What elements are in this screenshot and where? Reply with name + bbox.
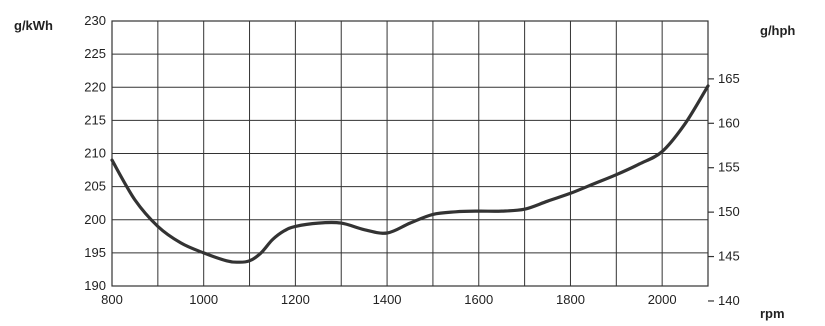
x-tick-label: 800 (101, 292, 123, 307)
y-right-tick-label: 145 (718, 249, 740, 264)
x-tick-label: 1600 (464, 292, 493, 307)
y-left-tick-label: 190 (84, 278, 106, 293)
series-line (110, 84, 710, 264)
x-tick-label: 1000 (189, 292, 218, 307)
y-right-tick-label: 160 (718, 115, 740, 130)
y-right-tick-label: 140 (718, 293, 740, 308)
y-left-tick-label: 230 (84, 13, 106, 28)
x-axis-label: rpm (760, 306, 785, 321)
series-layer (110, 84, 710, 264)
grid (111, 20, 709, 287)
tick-labels: 190 195 200 205 210 215 220 225 230 800 1000 1200 14… (84, 13, 739, 308)
y-left-tick-label: 220 (84, 79, 106, 94)
y-axis-left-label: g/kWh (14, 18, 53, 33)
plot-frame (111, 20, 709, 287)
y-right-tick-label: 150 (718, 204, 740, 219)
y-left-tick-label: 200 (84, 212, 106, 227)
y-left-tick-label: 225 (84, 46, 106, 61)
x-tick-label: 1400 (373, 292, 402, 307)
y-right-tick-label: 165 (718, 71, 740, 86)
x-tick-label: 2000 (648, 292, 677, 307)
y-right-tick-label: 155 (718, 160, 740, 175)
y-left-tick-label: 195 (84, 245, 106, 260)
y-left-tick-label: 205 (84, 179, 106, 194)
x-tick-label: 1200 (281, 292, 310, 307)
x-tick-label: 1800 (556, 292, 585, 307)
y-left-tick-label: 210 (84, 146, 106, 161)
y-axis-right-label: g/hph (760, 23, 795, 38)
y-left-tick-label: 215 (84, 112, 106, 127)
